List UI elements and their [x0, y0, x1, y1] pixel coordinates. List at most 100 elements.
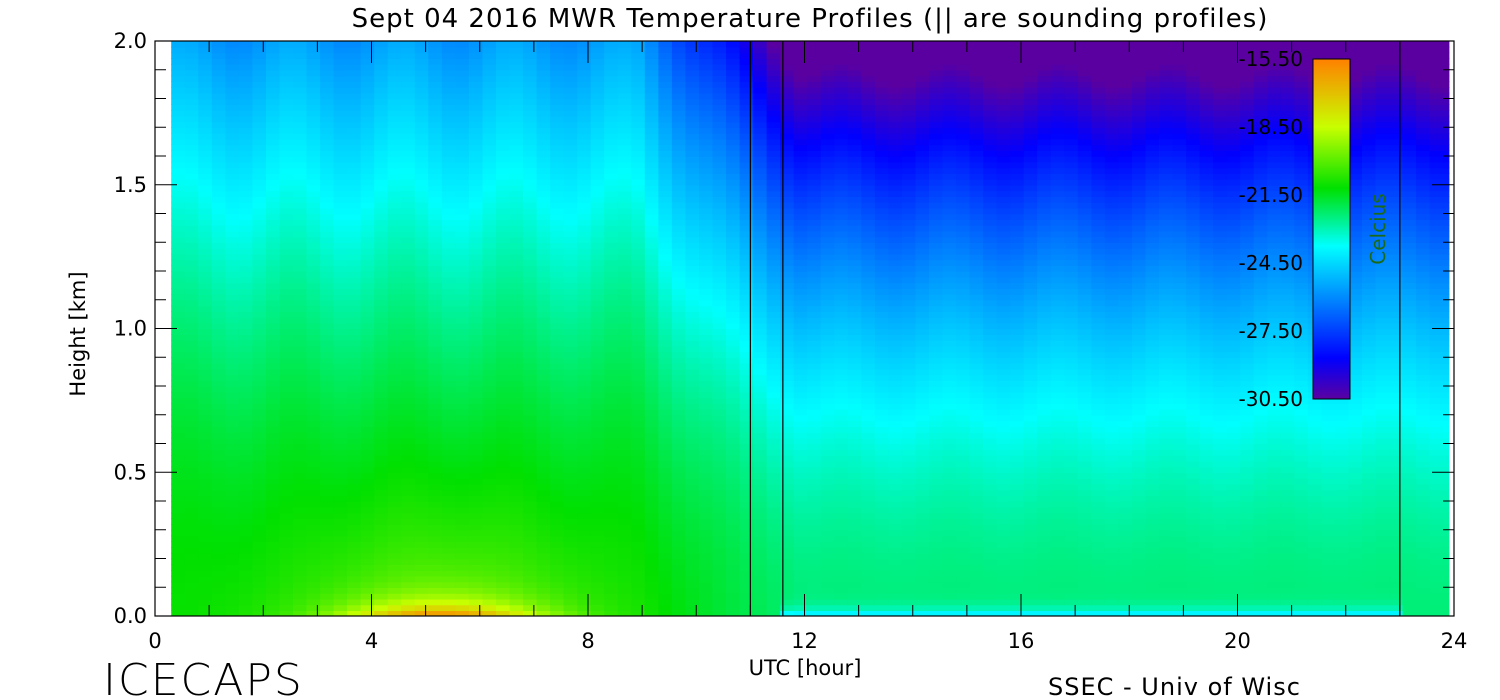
- field-cell: [333, 409, 348, 416]
- field-cell: [658, 144, 673, 151]
- field-cell: [590, 587, 605, 594]
- field-cell: [455, 512, 470, 519]
- field-cell: [198, 156, 213, 163]
- field-cell: [563, 115, 578, 123]
- field-cell: [279, 156, 294, 163]
- field-cell: [726, 271, 741, 278]
- field-cell: [766, 190, 781, 197]
- field-cell: [333, 317, 348, 324]
- field-cell: [766, 472, 781, 479]
- field-cell: [347, 276, 362, 284]
- field-cell: [198, 386, 213, 393]
- field-cell: [198, 69, 213, 77]
- field-cell: [807, 403, 822, 410]
- field-cell: [211, 213, 227, 220]
- field-cell: [753, 460, 768, 468]
- field-cell: [834, 150, 849, 157]
- field-cell: [617, 219, 633, 226]
- field-cell: [739, 259, 754, 266]
- field-cell: [428, 334, 443, 341]
- field-cell: [726, 512, 741, 519]
- field-cell: [699, 317, 714, 324]
- field-cell: [496, 432, 511, 439]
- field-cell: [374, 581, 389, 588]
- field-cell: [347, 564, 362, 571]
- field-cell: [198, 357, 213, 364]
- field-cell: [563, 322, 578, 330]
- field-cell: [820, 167, 835, 174]
- field-cell: [266, 460, 281, 468]
- field-cell: [617, 294, 633, 301]
- field-cell: [807, 598, 822, 606]
- field-cell: [171, 598, 186, 606]
- field-cell: [279, 340, 294, 347]
- field-cell: [631, 225, 646, 232]
- field-cell: [699, 380, 714, 387]
- field-cell: [441, 173, 457, 180]
- field-cell: [766, 524, 781, 531]
- field-cell: [820, 87, 835, 94]
- field-cell: [509, 558, 524, 565]
- field-cell: [482, 466, 497, 473]
- field-cell: [238, 248, 254, 255]
- field-cell: [320, 380, 335, 387]
- field-cell: [658, 58, 673, 65]
- field-cell: [753, 501, 768, 508]
- field-cell: [699, 41, 714, 48]
- field-cell: [523, 570, 538, 577]
- field-cell: [590, 225, 605, 232]
- field-cell: [496, 110, 511, 117]
- field-cell: [401, 529, 416, 537]
- field-cell: [252, 357, 267, 364]
- field-cell: [536, 265, 551, 272]
- field-cell: [563, 558, 578, 565]
- field-cell: [617, 167, 633, 174]
- field-cell: [306, 495, 321, 502]
- field-cell: [766, 127, 781, 134]
- field-cell: [550, 391, 565, 399]
- field-cell: [536, 547, 551, 554]
- field-cell: [509, 581, 524, 588]
- field-cell: [699, 64, 714, 71]
- field-cell: [509, 98, 524, 105]
- field-cell: [509, 437, 524, 445]
- field-cell: [631, 311, 646, 318]
- field-cell: [509, 420, 524, 427]
- field-cell: [563, 75, 578, 82]
- field-cell: [211, 604, 227, 611]
- field-cell: [820, 41, 835, 48]
- field-cell: [441, 420, 457, 427]
- field-cell: [211, 317, 227, 324]
- field-cell: [807, 190, 822, 197]
- field-cell: [441, 506, 457, 514]
- field-cell: [252, 110, 267, 117]
- field-cell: [658, 386, 673, 393]
- field-cell: [387, 547, 402, 554]
- field-cell: [807, 230, 822, 238]
- field-cell: [171, 466, 186, 473]
- field-cell: [658, 403, 673, 410]
- field-cell: [428, 150, 443, 157]
- field-cell: [333, 173, 348, 180]
- field-cell: [780, 581, 795, 588]
- field-cell: [780, 455, 795, 462]
- field-cell: [266, 236, 281, 243]
- field-cell: [834, 524, 849, 531]
- field-cell: [617, 529, 633, 537]
- field-cell: [387, 294, 402, 301]
- field-cell: [712, 426, 727, 433]
- field-cell: [441, 351, 457, 358]
- field-cell: [347, 334, 362, 341]
- field-cell: [333, 460, 348, 468]
- field-cell: [414, 52, 430, 59]
- field-cell: [414, 340, 430, 347]
- field-cell: [171, 288, 186, 295]
- field-cell: [509, 512, 524, 519]
- field-cell: [198, 506, 213, 514]
- field-cell: [225, 432, 240, 439]
- field-cell: [293, 81, 308, 88]
- field-cell: [793, 340, 808, 347]
- field-cell: [780, 570, 795, 577]
- field-cell: [266, 121, 281, 128]
- field-cell: [726, 299, 741, 307]
